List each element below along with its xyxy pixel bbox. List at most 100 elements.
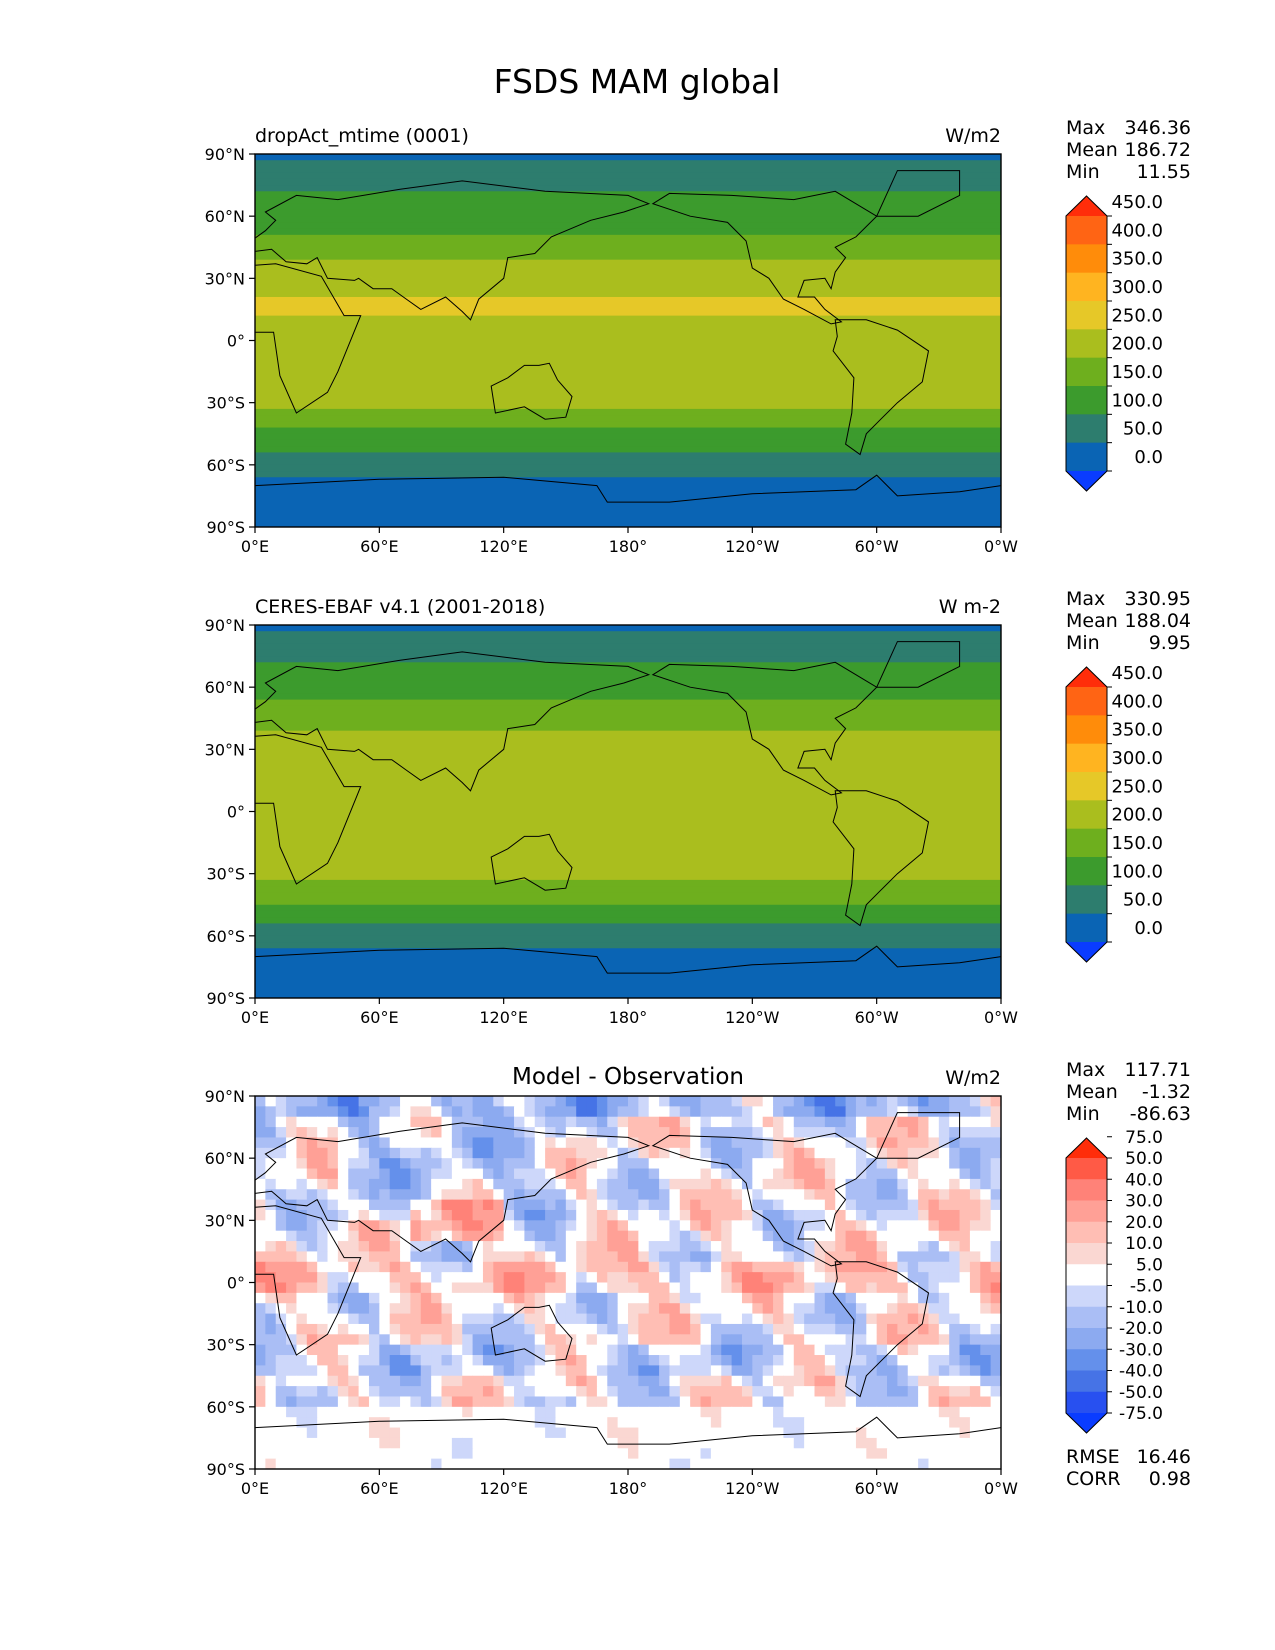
map-cell bbox=[710, 1406, 722, 1418]
map-cell bbox=[431, 1220, 442, 1232]
map-cell bbox=[327, 1241, 339, 1252]
map-cell bbox=[596, 1209, 608, 1221]
map-cell bbox=[897, 1147, 909, 1159]
map-band bbox=[255, 309, 1001, 317]
map-cell bbox=[410, 1272, 422, 1283]
map-cell bbox=[306, 1220, 318, 1232]
map-cell bbox=[286, 1396, 297, 1408]
map-cell bbox=[555, 1448, 567, 1460]
map-cell bbox=[534, 1116, 546, 1128]
map-cell bbox=[949, 1437, 961, 1449]
map-cell bbox=[710, 1137, 722, 1149]
map-cell bbox=[586, 1365, 598, 1377]
map-cell bbox=[389, 1282, 401, 1294]
map-cell bbox=[493, 1106, 505, 1118]
map-cell bbox=[306, 1303, 318, 1315]
map-cell bbox=[420, 1261, 432, 1273]
map-cell bbox=[410, 1220, 422, 1232]
map-cell bbox=[783, 1209, 795, 1221]
map-cell bbox=[545, 1292, 556, 1304]
map-cell bbox=[762, 1189, 774, 1201]
map-cell bbox=[524, 1137, 536, 1149]
map-cell bbox=[773, 1272, 784, 1283]
map-cell bbox=[493, 1334, 505, 1346]
map-cell bbox=[524, 1396, 536, 1408]
map-cell bbox=[503, 1127, 515, 1138]
map-cell bbox=[441, 1365, 453, 1377]
map-cell bbox=[462, 1344, 474, 1356]
map-cell bbox=[493, 1137, 505, 1149]
map-band bbox=[255, 830, 1001, 837]
map-band bbox=[255, 253, 1001, 261]
lon-tick-label: 120°W bbox=[725, 1008, 780, 1027]
map-cell bbox=[431, 1375, 442, 1387]
map-cell bbox=[306, 1189, 318, 1201]
map-cell bbox=[814, 1251, 826, 1263]
map-cell bbox=[482, 1303, 494, 1315]
map-cell bbox=[700, 1116, 712, 1128]
map-cell bbox=[514, 1355, 525, 1366]
map-cell bbox=[959, 1241, 971, 1252]
map-cell bbox=[607, 1230, 619, 1242]
map-cell bbox=[255, 1230, 266, 1242]
map-cell bbox=[835, 1417, 847, 1429]
map-cell bbox=[596, 1427, 608, 1439]
map-band bbox=[255, 321, 1001, 329]
map-cell bbox=[752, 1178, 764, 1190]
stat-mean-label: Mean bbox=[1066, 139, 1118, 161]
map-cell bbox=[441, 1406, 453, 1418]
map-cell bbox=[938, 1137, 950, 1149]
map-cell bbox=[990, 1209, 1001, 1221]
coastline bbox=[651, 661, 878, 796]
map-cell bbox=[980, 1344, 992, 1356]
map-cell bbox=[721, 1417, 733, 1429]
map-cell bbox=[545, 1158, 556, 1170]
map-cell bbox=[897, 1241, 909, 1252]
map-cell bbox=[348, 1189, 360, 1201]
coastline bbox=[651, 190, 878, 325]
map-cell bbox=[628, 1292, 639, 1304]
map-cell bbox=[918, 1458, 929, 1469]
map-cell bbox=[938, 1323, 950, 1335]
map-cell bbox=[690, 1241, 702, 1252]
map-cell bbox=[358, 1272, 370, 1283]
map-cell bbox=[887, 1292, 898, 1304]
map-cell bbox=[731, 1303, 743, 1315]
map-cell bbox=[804, 1375, 815, 1387]
map-cell bbox=[451, 1323, 463, 1335]
map-cell bbox=[327, 1365, 339, 1377]
map-cell bbox=[804, 1282, 815, 1294]
map-cell bbox=[379, 1147, 391, 1159]
map-cell bbox=[565, 1313, 577, 1325]
map-cell bbox=[379, 1230, 391, 1242]
map-cell bbox=[741, 1158, 753, 1170]
map-cell bbox=[876, 1116, 888, 1128]
map-cell bbox=[793, 1251, 805, 1263]
map-cell bbox=[638, 1251, 650, 1263]
map-cell bbox=[959, 1437, 971, 1449]
colorbar-swatch bbox=[1066, 1370, 1107, 1393]
map-cell bbox=[275, 1448, 287, 1460]
map-cell bbox=[866, 1427, 878, 1439]
map-cell bbox=[451, 1147, 463, 1159]
map-band bbox=[255, 222, 1001, 230]
map-cell bbox=[938, 1178, 950, 1190]
map-panel-1: 90°N60°N30°N0°30°S60°S90°S0°E 60°E 120°E 18… bbox=[205, 117, 1191, 556]
map-cell bbox=[451, 1355, 463, 1366]
map-cell bbox=[783, 1220, 795, 1232]
map-cell bbox=[348, 1313, 360, 1325]
map-cell bbox=[814, 1375, 826, 1387]
map-cell bbox=[596, 1241, 608, 1252]
map-cell bbox=[969, 1396, 981, 1408]
map-cell bbox=[659, 1220, 670, 1232]
map-cell bbox=[659, 1096, 670, 1107]
map-band bbox=[255, 402, 1001, 410]
map-cell bbox=[368, 1106, 380, 1118]
map-cell bbox=[431, 1292, 442, 1304]
map-cell bbox=[462, 1189, 474, 1201]
map-cell bbox=[659, 1251, 670, 1263]
map-cell bbox=[969, 1334, 981, 1346]
map-cell bbox=[638, 1355, 650, 1366]
map-cell bbox=[358, 1334, 370, 1346]
map-band bbox=[255, 898, 1001, 906]
